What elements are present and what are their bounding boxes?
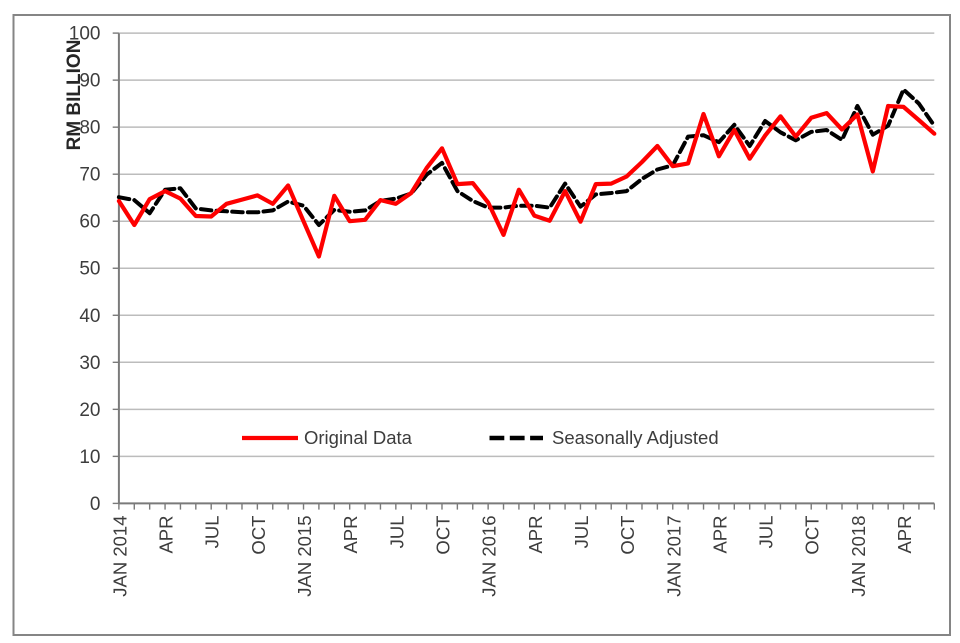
svg-text:APR: APR — [156, 516, 177, 554]
svg-text:90: 90 — [79, 71, 100, 92]
svg-text:JAN 2014: JAN 2014 — [109, 516, 130, 597]
svg-text:JUL: JUL — [386, 516, 407, 549]
svg-text:30: 30 — [79, 353, 100, 374]
svg-text:JUL: JUL — [202, 516, 223, 549]
svg-text:20: 20 — [79, 400, 100, 421]
svg-text:80: 80 — [79, 118, 100, 139]
svg-text:40: 40 — [79, 306, 100, 327]
svg-text:50: 50 — [79, 259, 100, 280]
svg-text:APR: APR — [709, 516, 730, 554]
svg-text:Seasonally Adjusted: Seasonally Adjusted — [552, 427, 719, 448]
svg-text:10: 10 — [79, 447, 100, 468]
svg-text:JAN 2015: JAN 2015 — [294, 516, 315, 597]
svg-text:APR: APR — [894, 516, 915, 554]
svg-text:JAN 2018: JAN 2018 — [848, 516, 869, 597]
svg-text:JUL: JUL — [571, 516, 592, 549]
svg-text:OCT: OCT — [617, 516, 638, 555]
svg-text:Original Data: Original Data — [304, 427, 413, 448]
svg-text:JAN 2016: JAN 2016 — [479, 516, 500, 597]
svg-text:JAN 2017: JAN 2017 — [663, 516, 684, 597]
svg-text:OCT: OCT — [432, 516, 453, 555]
svg-text:0: 0 — [90, 494, 101, 515]
svg-text:RM BILLION: RM BILLION — [64, 40, 85, 151]
svg-text:70: 70 — [79, 165, 100, 186]
svg-text:APR: APR — [340, 516, 361, 554]
svg-text:100: 100 — [69, 24, 101, 45]
svg-text:APR: APR — [525, 516, 546, 554]
svg-text:OCT: OCT — [248, 516, 269, 555]
svg-text:JUL: JUL — [756, 516, 777, 549]
svg-text:60: 60 — [79, 212, 100, 233]
svg-text:OCT: OCT — [802, 516, 823, 555]
